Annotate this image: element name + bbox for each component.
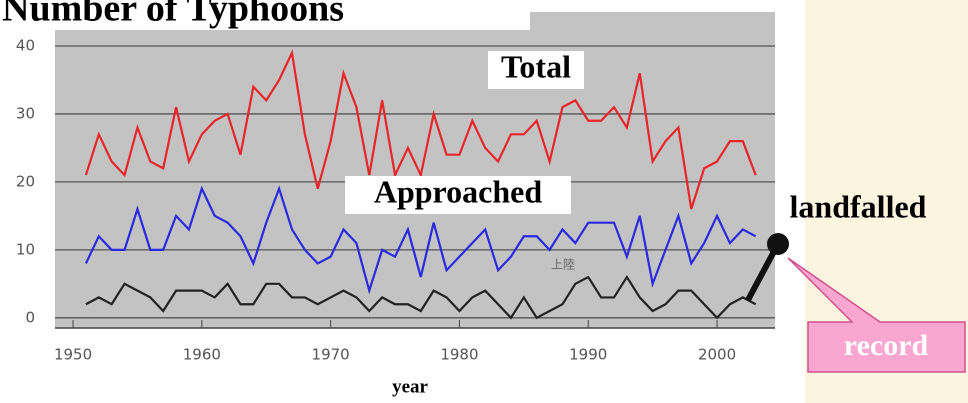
x-tick-label: 2000 xyxy=(698,346,736,364)
series-line xyxy=(84,49,757,210)
x-tick-label: 1960 xyxy=(183,346,221,364)
callout xyxy=(787,257,966,373)
title-bg xyxy=(0,0,530,30)
chart-title: Number of Typhoons xyxy=(2,0,344,30)
annotation: 上陸 xyxy=(551,258,575,272)
legend-label: Total xyxy=(501,48,571,84)
series-line xyxy=(85,274,757,320)
x-axis-label: year xyxy=(392,376,428,397)
dot xyxy=(767,233,789,255)
y-tick-label: 20 xyxy=(16,172,35,190)
series-line xyxy=(84,185,757,295)
legend-label: landfalled xyxy=(790,188,927,224)
plot-area xyxy=(55,12,775,328)
y-tick-label: 30 xyxy=(16,104,35,122)
x-tick-label: 1970 xyxy=(312,346,350,364)
y-tick-label: 40 xyxy=(16,36,35,54)
x-tick-label: 1990 xyxy=(569,346,607,364)
x-tick-label: 1980 xyxy=(440,346,478,364)
y-tick-label: 10 xyxy=(16,240,35,258)
y-tick-label: 0 xyxy=(25,308,35,326)
x-tick-label: 1950 xyxy=(54,346,92,364)
callout-text: record xyxy=(844,329,929,362)
label-bg xyxy=(488,51,584,89)
label-bg xyxy=(345,176,571,214)
legend-label: Approached xyxy=(374,173,543,209)
